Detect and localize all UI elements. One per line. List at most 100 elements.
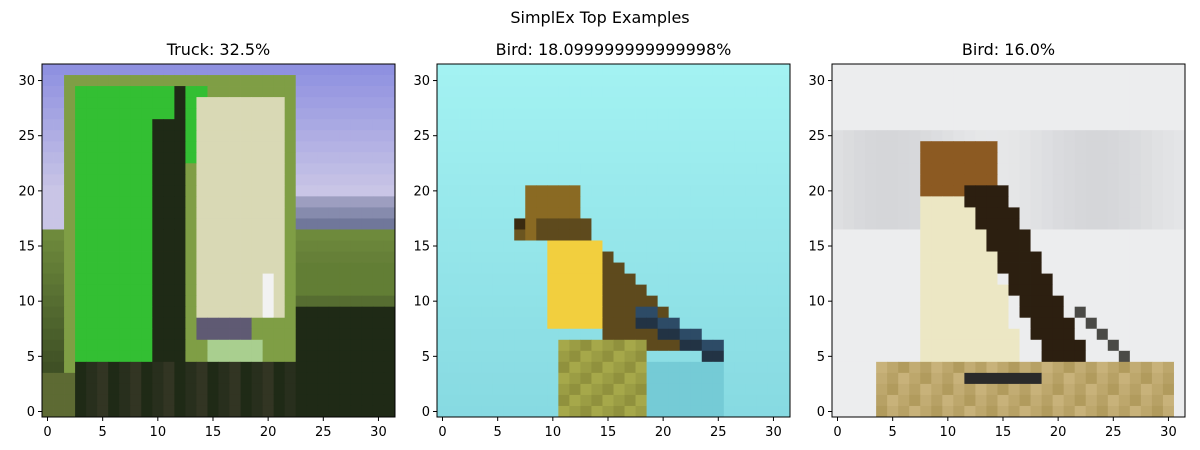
image-pixel	[86, 372, 98, 385]
image-pixel	[514, 317, 526, 330]
image-pixel	[1173, 306, 1186, 319]
image-pixel	[53, 185, 65, 197]
image-pixel	[547, 394, 559, 407]
image-pixel	[931, 218, 943, 230]
image-pixel	[328, 141, 341, 153]
image-pixel	[591, 383, 603, 396]
image-pixel	[635, 108, 647, 120]
image-pixel	[229, 75, 241, 87]
image-pixel	[975, 218, 987, 230]
image-pixel	[317, 339, 330, 352]
image-pixel	[372, 218, 385, 230]
image-pixel	[514, 372, 526, 385]
image-pixel	[130, 64, 142, 76]
image-pixel	[306, 240, 319, 252]
image-pixel	[1030, 130, 1042, 142]
image-pixel	[196, 97, 208, 109]
image-pixel	[712, 75, 725, 87]
image-pixel	[1151, 207, 1164, 219]
image-pixel	[1030, 64, 1042, 76]
image-pixel	[898, 383, 910, 396]
image-pixel	[1118, 130, 1131, 142]
image-pixel	[284, 262, 297, 274]
image-pixel	[196, 251, 208, 263]
image-pixel	[536, 119, 548, 131]
image-pixel	[306, 328, 319, 341]
image-pixel	[602, 130, 614, 142]
image-pixel	[1096, 306, 1109, 319]
image-pixel	[832, 284, 844, 297]
image-pixel	[119, 86, 131, 98]
image-pixel	[163, 328, 175, 341]
image-pixel	[887, 207, 899, 219]
image-pixel	[613, 339, 625, 352]
panel-3-title: Bird: 16.0%	[962, 40, 1055, 59]
image-pixel	[942, 218, 954, 230]
image-pixel	[1140, 185, 1153, 197]
image-pixel	[350, 64, 363, 76]
image-pixel	[909, 306, 921, 319]
image-pixel	[756, 361, 769, 374]
image-pixel	[1096, 174, 1109, 186]
image-pixel	[437, 97, 449, 109]
image-pixel	[251, 119, 264, 131]
image-pixel	[42, 251, 54, 263]
image-pixel	[898, 251, 910, 263]
image-pixel	[64, 119, 76, 131]
image-pixel	[865, 306, 877, 319]
image-pixel	[383, 141, 396, 153]
image-pixel	[679, 207, 692, 219]
image-pixel	[185, 251, 197, 263]
image-pixel	[854, 141, 866, 153]
image-pixel	[262, 339, 275, 352]
image-pixel	[240, 229, 252, 241]
image-pixel	[909, 328, 921, 341]
image-pixel	[64, 394, 76, 407]
image-pixel	[1030, 372, 1042, 385]
image-pixel	[668, 97, 681, 109]
image-pixel	[295, 339, 308, 352]
image-pixel	[1151, 317, 1164, 330]
image-pixel	[262, 185, 275, 197]
image-pixel	[646, 339, 659, 352]
image-pixel	[503, 163, 515, 175]
image-pixel	[152, 284, 164, 297]
image-pixel	[964, 273, 976, 286]
image-pixel	[854, 251, 866, 263]
image-pixel	[745, 130, 758, 142]
image-pixel	[481, 207, 493, 219]
image-pixel	[75, 97, 87, 109]
image-pixel	[328, 251, 341, 263]
image-pixel	[448, 306, 460, 319]
image-pixel	[481, 361, 493, 374]
image-pixel	[1118, 86, 1131, 98]
image-pixel	[558, 240, 570, 252]
image-pixel	[185, 97, 197, 109]
image-pixel	[328, 86, 341, 98]
image-pixel	[1151, 251, 1164, 263]
image-pixel	[1085, 119, 1098, 131]
image-pixel	[218, 383, 230, 396]
image-pixel	[53, 361, 65, 374]
image-pixel	[295, 218, 308, 230]
image-pixel	[317, 372, 330, 385]
image-pixel	[525, 130, 537, 142]
image-pixel	[887, 196, 899, 208]
image-pixel	[492, 273, 504, 286]
image-pixel	[492, 130, 504, 142]
image-pixel	[898, 86, 910, 98]
image-pixel	[141, 152, 153, 164]
image-pixel	[997, 240, 1009, 252]
image-pixel	[964, 141, 976, 153]
image-pixel	[174, 306, 186, 319]
y-tick-label: 5	[27, 350, 35, 365]
image-pixel	[624, 284, 636, 297]
image-pixel	[1030, 383, 1042, 396]
image-pixel	[108, 350, 120, 363]
image-pixel	[591, 317, 603, 330]
image-pixel	[1151, 284, 1164, 297]
image-pixel	[350, 394, 363, 407]
image-pixel	[503, 350, 515, 363]
image-pixel	[1074, 64, 1087, 76]
image-pixel	[273, 295, 286, 308]
